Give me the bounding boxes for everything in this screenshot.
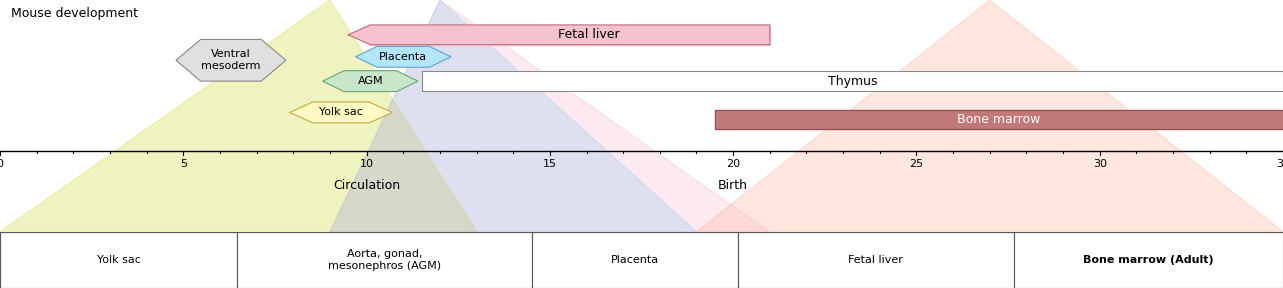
Bar: [532, 232, 738, 288]
Polygon shape: [176, 39, 286, 81]
Polygon shape: [371, 25, 770, 45]
Polygon shape: [322, 71, 418, 92]
Text: Placenta: Placenta: [380, 52, 427, 62]
Text: 35: 35: [1277, 159, 1283, 169]
Text: Bone marrow: Bone marrow: [957, 113, 1041, 126]
Bar: [1014, 232, 1283, 288]
Text: AGM: AGM: [358, 76, 384, 86]
Polygon shape: [0, 0, 476, 232]
Text: 0: 0: [0, 159, 4, 169]
Text: 20: 20: [726, 159, 740, 169]
Bar: [738, 232, 1014, 288]
Polygon shape: [330, 0, 770, 232]
Polygon shape: [422, 71, 1283, 91]
Text: Birth: Birth: [718, 179, 748, 192]
Text: 10: 10: [359, 159, 373, 169]
Text: Fetal liver: Fetal liver: [848, 255, 903, 265]
Text: Yolk sac: Yolk sac: [319, 107, 363, 118]
Polygon shape: [355, 46, 450, 67]
Polygon shape: [0, 0, 476, 232]
Polygon shape: [697, 0, 1283, 232]
Text: Fetal liver: Fetal liver: [558, 28, 620, 41]
Text: Yolk sac: Yolk sac: [96, 255, 141, 265]
Polygon shape: [348, 25, 371, 45]
Polygon shape: [330, 0, 697, 232]
Polygon shape: [290, 102, 393, 123]
Text: Placenta: Placenta: [611, 255, 659, 265]
Text: Mouse development: Mouse development: [12, 7, 139, 20]
Bar: [0, 232, 237, 288]
Text: Circulation: Circulation: [334, 179, 400, 192]
Text: Ventral
mesoderm: Ventral mesoderm: [201, 50, 260, 71]
Text: 15: 15: [543, 159, 557, 169]
Text: Aorta, gonad,
mesonephros (AGM): Aorta, gonad, mesonephros (AGM): [328, 249, 441, 271]
Text: 5: 5: [180, 159, 187, 169]
Text: Thymus: Thymus: [828, 75, 878, 88]
Bar: [237, 232, 532, 288]
Text: 25: 25: [910, 159, 924, 169]
Polygon shape: [715, 109, 1283, 129]
Text: Bone marrow (Adult): Bone marrow (Adult): [1083, 255, 1214, 265]
Text: 30: 30: [1093, 159, 1107, 169]
